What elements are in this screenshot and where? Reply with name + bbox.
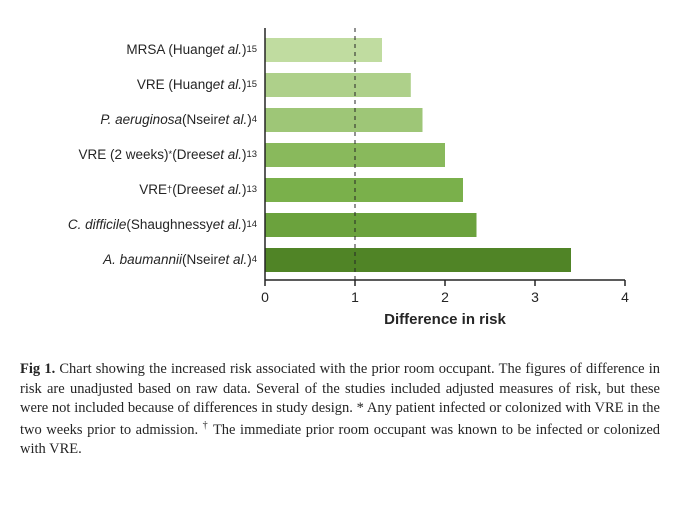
- svg-text:0: 0: [261, 289, 269, 305]
- bar-label: MRSA (Huang et al.)15: [20, 34, 257, 66]
- svg-text:3: 3: [531, 289, 539, 305]
- figure-caption: Fig 1. Chart showing the increased risk …: [20, 360, 660, 460]
- x-axis-label: Difference in risk: [384, 311, 506, 328]
- bar: [265, 73, 411, 97]
- svg-text:4: 4: [621, 289, 629, 305]
- bar-label: VRE† (Drees et al.)13: [20, 174, 257, 206]
- caption-text: Chart showing the increased risk associa…: [20, 361, 660, 457]
- bar-label: P. aeruginosa (Nseir et al.)4: [20, 104, 257, 136]
- bar-label: A. baumannii (Nseir et al.)4: [20, 244, 257, 276]
- svg-text:1: 1: [351, 289, 359, 305]
- bar-label: C. difficile (Shaughnessy et al.)14: [20, 209, 257, 241]
- svg-text:2: 2: [441, 289, 449, 305]
- bar: [265, 108, 423, 132]
- bar: [265, 248, 571, 272]
- bar: [265, 213, 477, 237]
- figure-label: Fig 1.: [20, 361, 55, 377]
- bar: [265, 178, 463, 202]
- bar: [265, 38, 382, 62]
- bar: [265, 143, 445, 167]
- bar-label: VRE (2 weeks)* (Drees et al.)13: [20, 139, 257, 171]
- risk-bar-chart: MRSA (Huang et al.)15VRE (Huang et al.)1…: [20, 20, 660, 340]
- bar-label: VRE (Huang et al.)15: [20, 69, 257, 101]
